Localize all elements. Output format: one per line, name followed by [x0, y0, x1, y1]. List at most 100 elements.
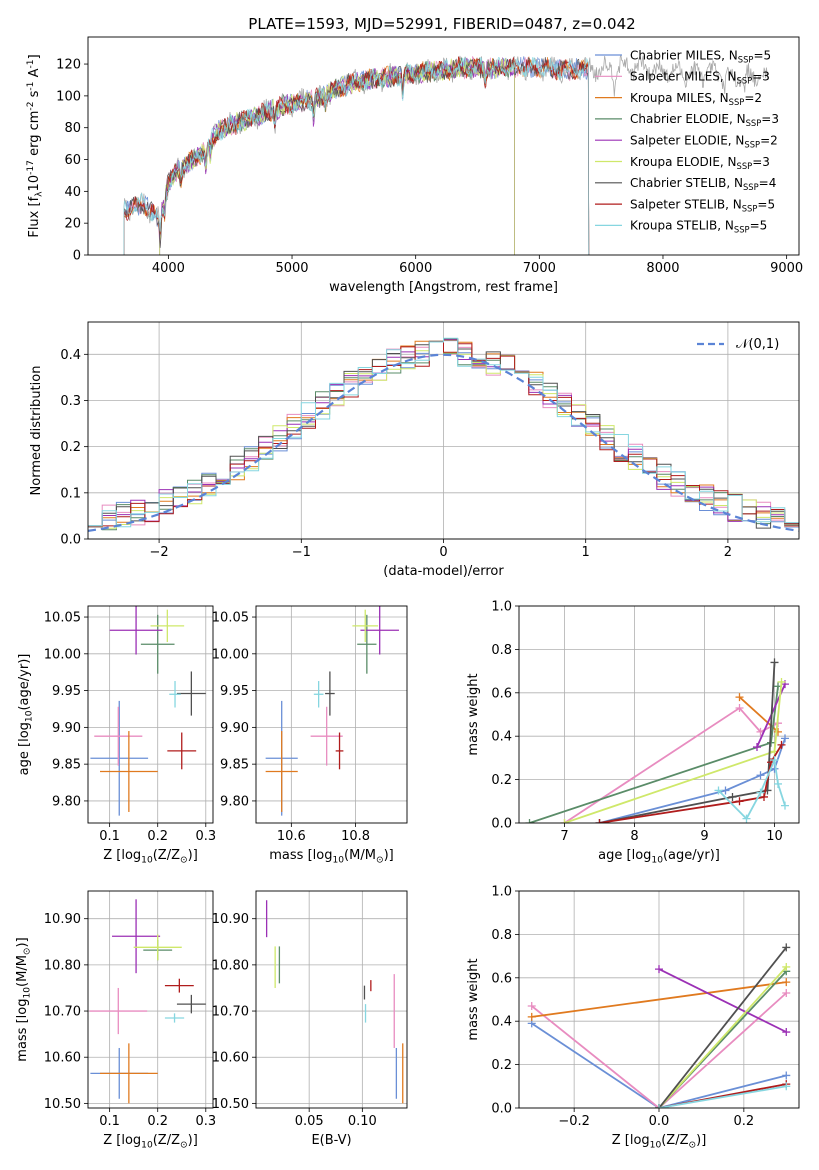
- residuals-y-tick-label: 0.4: [60, 348, 81, 363]
- weight_vs_age-frame: [518, 605, 800, 824]
- errorbar-point-stelib-kroupa: [164, 1013, 185, 1023]
- spectrum-y-tick-label: 120: [56, 58, 81, 73]
- legend-entry: Kroupa MILES, NSSP=2: [630, 91, 762, 107]
- weight-marker: [525, 819, 534, 823]
- weight-marker: [742, 814, 751, 823]
- errorbar-point-stelib-chabrier: [176, 994, 206, 1014]
- weight_vs_Z-frame: [518, 890, 800, 1109]
- weight-marker: [753, 743, 761, 752]
- weight-marker: [770, 658, 779, 667]
- weight-marker: [735, 797, 744, 806]
- mass_vs_ebv-grid: [256, 891, 407, 1108]
- age_vs_mass-panel: 10.6 10.8 9.80 9.85 9.90 9.95 10.00 10.05 mass […: [212, 605, 408, 865]
- weight-marker: [782, 962, 791, 971]
- age_vs_mass-x-axis-label: mass [log10(M/M⊙)]: [269, 848, 393, 865]
- weight-line-miles-chabrier: [531, 1022, 787, 1108]
- weight_vs_Z-y-tick-label: 0.0: [491, 1102, 512, 1117]
- age_vs_mass-plot-area: [265, 606, 399, 816]
- spectrum-x-tick-label: 7000: [523, 261, 556, 276]
- mass_vs_Z-y-tick-label: 10.70: [44, 1005, 81, 1020]
- mass_vs_Z-grid: [88, 891, 213, 1108]
- residuals-y-tick-label: 0.0: [60, 533, 81, 548]
- errorbar-point-stelib-salpeter: [335, 732, 344, 770]
- weight-line-miles-salpeter: [531, 992, 787, 1108]
- weight_vs_Z-y-axis-label: mass weight: [466, 958, 481, 1040]
- age_vs_Z-y-tick-label: 9.95: [52, 684, 81, 699]
- weight-marker: [714, 786, 723, 795]
- spectrum-x-tick-label: 9000: [770, 261, 803, 276]
- spectrum-x-axis-label: wavelength [Angstrom, rest frame]: [329, 280, 558, 295]
- spectrum-plot-area: [123, 54, 769, 255]
- mass_vs_Z-panel: 0.1 0.2 0.3 10.50 10.60 10.70 10.80 10.90 Z [log…: [15, 890, 216, 1150]
- weight_vs_age-x-axis-label: age [log10(age/yr)]: [598, 848, 720, 865]
- legend-entry: Kroupa STELIB, NSSP=5: [630, 219, 767, 235]
- weight_vs_age-y-tick-label: 0.6: [491, 686, 512, 701]
- legend-entry: Chabrier MILES, NSSP=5: [630, 48, 771, 64]
- mass_vs_ebv-y-tick-label: 10.90: [212, 912, 249, 927]
- weight-marker: [782, 1082, 791, 1091]
- age_vs_Z-y-tick-label: 10.05: [44, 611, 81, 626]
- weight_vs_Z-panel: −0.2 0.0 0.2 0.0 0.2 0.4 0.6 0.8 1.0 Z [log10(Z/Z…: [466, 885, 800, 1150]
- errorbar-point-elodie-salpeter: [360, 606, 399, 655]
- weight_vs_age-y-tick-label: 0.2: [491, 773, 512, 788]
- spectrum-y-tick-label: 40: [64, 185, 81, 200]
- mass_vs_Z-y-axis-label: mass [log10(M/M⊙)]: [15, 937, 32, 1061]
- errorbar-point-stelib-chabrier: [176, 671, 206, 716]
- age_vs_Z-y-tick-label: 10.00: [44, 647, 81, 662]
- weight-marker: [782, 943, 791, 952]
- age_vs_mass-y-tick-label: 9.85: [220, 758, 249, 773]
- age_vs_mass-y-tick-label: 10.00: [212, 647, 249, 662]
- weight-line-elodie-kroupa: [658, 966, 787, 1108]
- gaussian-reference-curve: [88, 353, 799, 532]
- age_vs_Z-panel: 0.1 0.2 0.3 9.80 9.85 9.90 9.95 10.00 10.05 Z [lo…: [17, 605, 216, 865]
- weight-marker: [782, 1028, 791, 1037]
- weight-marker: [782, 978, 791, 987]
- weight-line-miles-kroupa: [531, 981, 787, 1018]
- residuals-y-tick-label: 0.2: [60, 440, 81, 455]
- residuals-legend: 𝒩(0,1): [697, 337, 779, 352]
- spectrum-y-axis-label: Flux [fλ10-17 erg cm-2 s-1 A-1]: [26, 54, 44, 237]
- mass_vs_Z-y-tick-label: 10.80: [44, 958, 81, 973]
- spectrum-y-tick-label: 0: [73, 249, 81, 264]
- errorbar-point-stelib-salpeter: [167, 732, 197, 770]
- mass_vs_ebv-panel: 0.05 0.10 10.50 10.60 10.70 10.80 10.90 E(B-V): [212, 890, 408, 1148]
- weight-marker: [721, 786, 730, 795]
- weight-marker: [774, 727, 782, 736]
- residuals-x-tick-label: 1: [582, 545, 590, 560]
- weight-marker: [774, 779, 782, 788]
- weight_vs_age-x-tick-label: 8: [630, 829, 638, 844]
- weight_vs_age-y-tick-label: 0.4: [491, 730, 512, 745]
- spectrum-model-line-stelib-kroupa: [123, 56, 590, 255]
- legend-entry: Salpeter ELODIE, NSSP=2: [630, 134, 778, 150]
- residuals-x-axis-label: (data-model)/error: [383, 564, 504, 579]
- weight-line-miles-salpeter: [564, 706, 779, 823]
- errorbar-point-miles-kroupa: [100, 731, 158, 812]
- errorbar-point-miles-kroupa: [265, 731, 298, 812]
- age_vs_mass-frame: [255, 605, 408, 824]
- spectrum-y-tick-label: 80: [64, 121, 81, 136]
- spectrum-model-line-elodie-salpeter: [159, 56, 515, 255]
- weight-line-elodie-chabrier: [529, 686, 779, 823]
- errorbar-point-stelib-kroupa: [169, 681, 181, 708]
- residuals-y-tick-label: 0.3: [60, 394, 81, 409]
- age_vs_Z-y-tick-label: 9.90: [52, 721, 81, 736]
- spectrum-panel: 4000 5000 6000 7000 8000 9000 0 20 40 60 80 100 120 w…: [26, 36, 803, 295]
- spectrum-y-tick-label: 100: [56, 89, 81, 104]
- weight-marker: [728, 792, 737, 801]
- legend-entry: Chabrier STELIB, NSSP=4: [630, 176, 776, 192]
- weight_vs_Z-y-tick-label: 0.4: [491, 1015, 512, 1030]
- errorbar-point-elodie-chabrier: [357, 614, 377, 674]
- weight-marker: [777, 740, 786, 749]
- weight_vs_age-plot-area: [525, 658, 789, 823]
- weight_vs_age-y-tick-label: 1.0: [491, 600, 512, 615]
- age_vs_Z-plot-area: [90, 606, 206, 816]
- weight_vs_Z-y-tick-label: 0.6: [491, 971, 512, 986]
- age_vs_mass-y-tick-label: 9.80: [220, 794, 249, 809]
- weight-line-stelib-chabrier: [658, 946, 788, 1108]
- weight-marker: [527, 1002, 536, 1011]
- age_vs_mass-grid: [256, 606, 407, 823]
- weight-marker: [782, 988, 791, 997]
- spectrum-y-tick-label: 20: [64, 217, 81, 232]
- weight_vs_Z-y-tick-label: 0.8: [491, 928, 512, 943]
- age_vs_mass-y-tick-label: 10.05: [212, 611, 249, 626]
